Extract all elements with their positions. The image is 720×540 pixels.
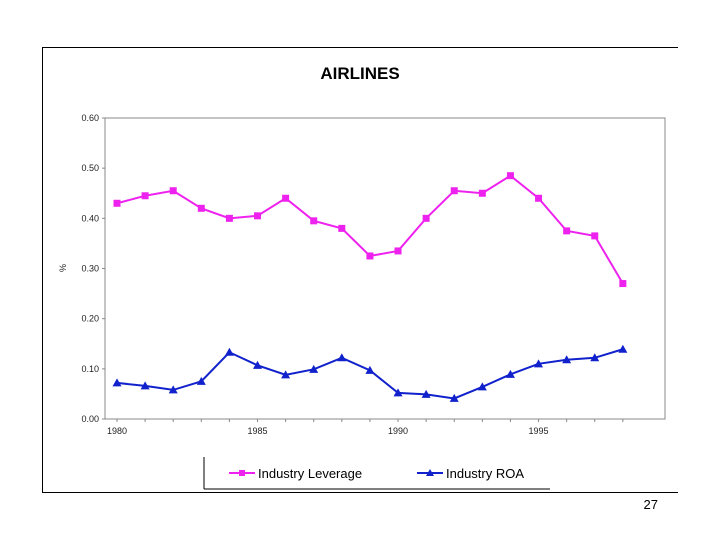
industry-leverage-point xyxy=(450,187,458,195)
y-tick-label: 0.30 xyxy=(81,264,99,274)
x-tick-label: 1990 xyxy=(388,426,408,436)
industry-leverage-point xyxy=(535,194,543,202)
legend-roa-marker xyxy=(426,469,434,476)
industry-leverage-point xyxy=(591,232,599,240)
industry-leverage-point xyxy=(113,199,121,207)
industry-roa-point xyxy=(168,385,178,394)
legend-leverage-label: Industry Leverage xyxy=(258,466,362,481)
y-axis-label: % xyxy=(58,264,68,272)
industry-leverage-point xyxy=(422,214,430,222)
industry-roa-point xyxy=(281,370,291,379)
industry-leverage-point xyxy=(366,252,374,260)
page-number: 27 xyxy=(643,497,658,512)
y-tick-label: 0.60 xyxy=(81,113,99,123)
industry-roa-point xyxy=(253,360,263,369)
industry-roa-point xyxy=(562,355,572,364)
legend-leverage-marker xyxy=(239,470,245,476)
industry-leverage-point xyxy=(282,194,290,202)
legend-roa-label: Industry ROA xyxy=(446,466,524,481)
x-tick-label: 1985 xyxy=(247,426,267,436)
industry-roa-point xyxy=(224,347,234,356)
industry-roa-point xyxy=(505,369,515,378)
industry-roa-point xyxy=(618,344,628,353)
industry-leverage-point xyxy=(506,172,514,180)
industry-leverage-point xyxy=(225,214,233,222)
industry-roa-point xyxy=(140,381,150,390)
y-tick-label: 0.10 xyxy=(81,364,99,374)
industry-roa-point xyxy=(365,365,375,374)
industry-leverage-point xyxy=(310,217,318,225)
industry-leverage-point xyxy=(394,247,402,255)
industry-roa-point xyxy=(112,378,122,387)
industry-roa-point xyxy=(534,359,544,368)
industry-leverage-point xyxy=(141,192,149,200)
slide-frame xyxy=(42,47,678,493)
industry-leverage-point xyxy=(169,187,177,195)
industry-roa-line xyxy=(116,348,624,400)
y-tick-label: 0.40 xyxy=(81,213,99,223)
industry-leverage-line xyxy=(116,174,624,285)
legend: Industry Leverage Industry ROA xyxy=(203,457,550,490)
industry-leverage-point xyxy=(197,204,205,212)
x-tick-label: 1995 xyxy=(529,426,549,436)
plot-area xyxy=(104,117,666,420)
industry-roa-point xyxy=(393,388,403,397)
y-tick-label: 0.20 xyxy=(81,314,99,324)
chart-title: AIRLINES xyxy=(320,64,400,83)
industry-roa-point xyxy=(477,382,487,391)
industry-roa-point xyxy=(449,393,459,402)
y-tick-label: 0.50 xyxy=(81,163,99,173)
y-tick-label: 0.00 xyxy=(81,414,99,424)
industry-leverage-point xyxy=(619,280,627,288)
industry-leverage-point xyxy=(478,189,486,197)
industry-roa-point xyxy=(337,353,347,362)
industry-roa-point xyxy=(590,353,600,362)
x-tick-label: 1980 xyxy=(107,426,127,436)
industry-leverage-point xyxy=(254,212,262,220)
industry-roa-point xyxy=(309,364,319,373)
industry-roa-point xyxy=(196,376,206,385)
industry-roa-point xyxy=(421,389,431,398)
industry-leverage-point xyxy=(563,227,571,235)
industry-leverage-point xyxy=(338,224,346,232)
